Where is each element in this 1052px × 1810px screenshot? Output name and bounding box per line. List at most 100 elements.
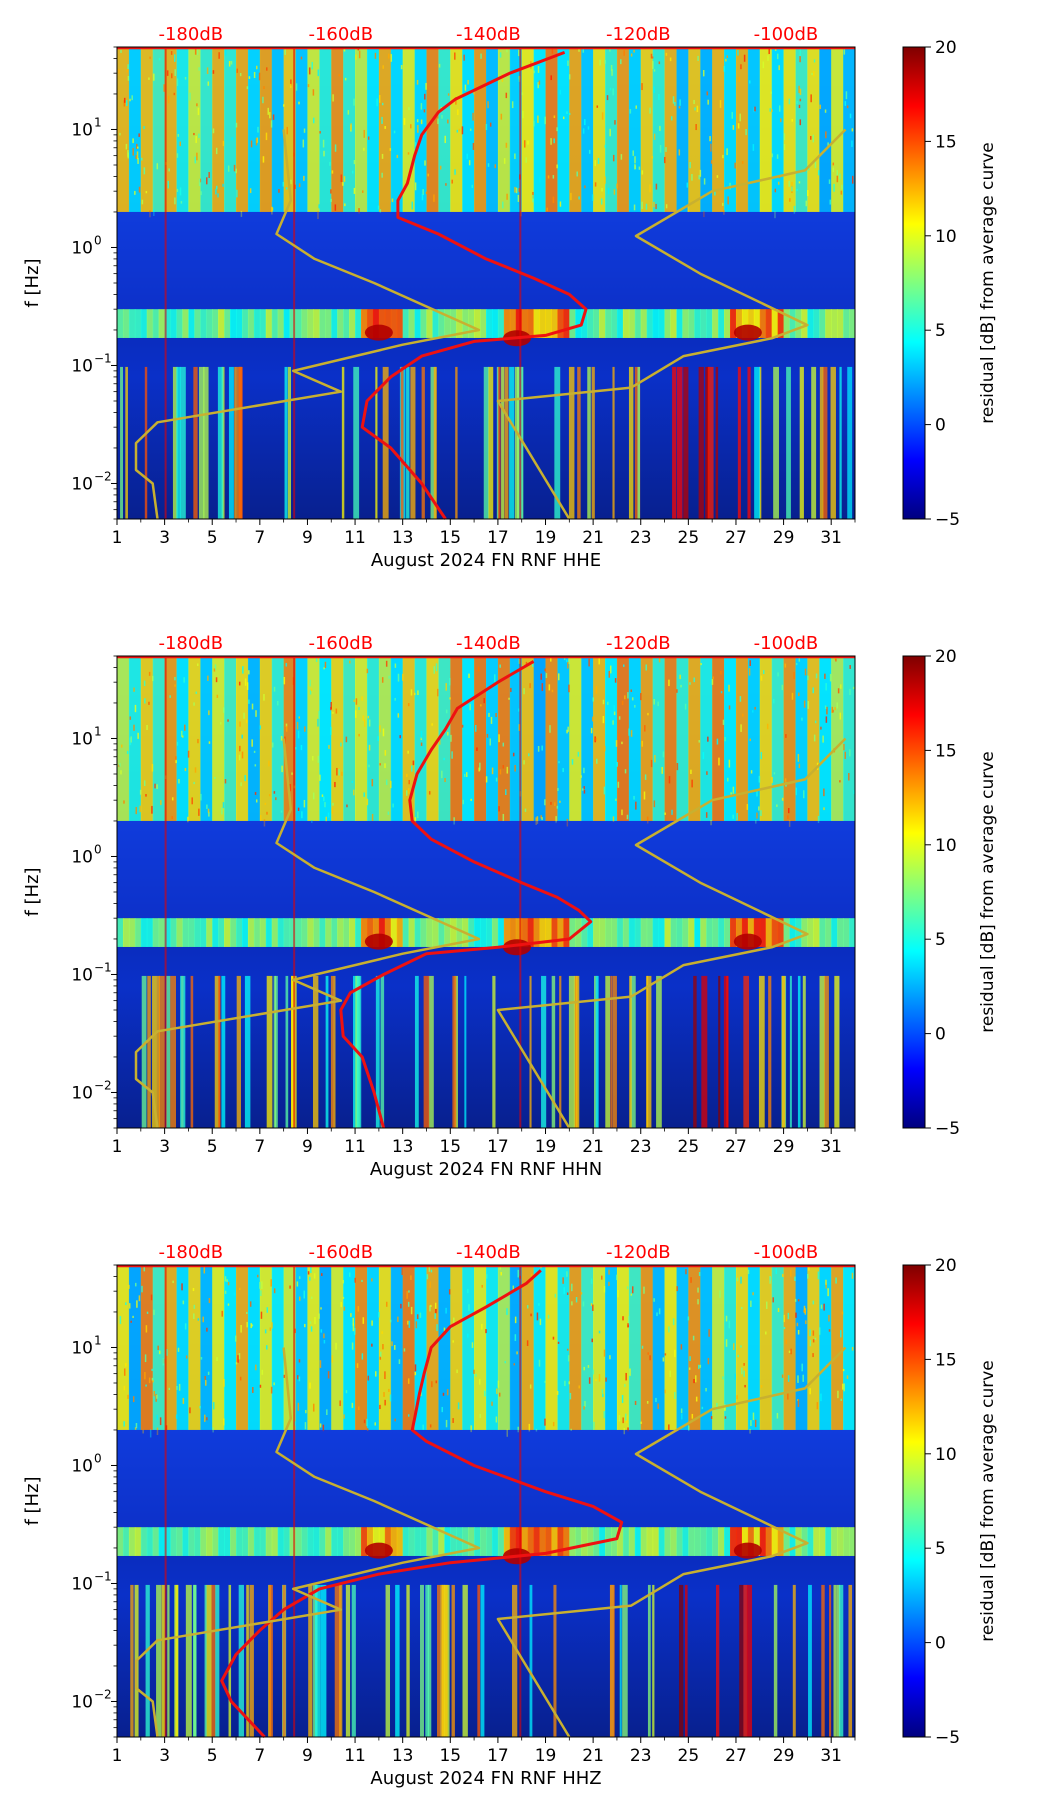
x-tick-label: 7: [254, 1137, 265, 1157]
x-tick-label: 5: [207, 1137, 218, 1157]
y-tick-label: 10: [71, 120, 93, 140]
x-tick-label: 31: [820, 1137, 842, 1157]
x-tick-label: 1: [112, 528, 123, 548]
high-noise-model-line: [496, 1346, 847, 1738]
x-tick-label: 31: [820, 1746, 842, 1766]
y-tick-exponent: 0: [94, 233, 102, 247]
y-tick-exponent: 1: [94, 724, 102, 738]
db-scale-label: -180dB: [158, 24, 223, 45]
low-noise-model-line: [134, 738, 481, 1129]
colorbar-tick-label: 5: [935, 930, 946, 950]
x-tick-label: 3: [159, 528, 170, 548]
db-scale-label: -100dB: [754, 633, 819, 654]
colorbar-label: residual [dB] from average curve: [978, 1360, 998, 1641]
x-tick-label: 7: [254, 1746, 265, 1766]
x-tick-label: 5: [207, 528, 218, 548]
y-tick-exponent: 0: [94, 1451, 102, 1465]
y-tick-label: 10: [71, 1338, 93, 1358]
db-scale-label: -180dB: [158, 633, 223, 654]
x-tick-label: 11: [344, 1746, 366, 1766]
db-scale-label: -160dB: [308, 633, 373, 654]
y-tick-exponent: −2: [94, 1687, 112, 1701]
x-tick-label: 9: [302, 1746, 313, 1766]
x-tick-label: 19: [535, 528, 557, 548]
colorbar-tick-label: 0: [935, 1634, 946, 1654]
x-tick-label: 13: [392, 1137, 414, 1157]
heatmap-image: [117, 656, 855, 1128]
db-scale-label: -160dB: [308, 24, 373, 45]
colorbar-tick-label: 0: [935, 1025, 946, 1045]
x-tick-label: 13: [392, 528, 414, 548]
db-scale-label: -100dB: [754, 24, 819, 45]
x-axis-label: August 2024 FN RNF HHE: [371, 550, 601, 571]
colorbar-tick-label: 10: [935, 1445, 957, 1465]
db-scale-label: -140dB: [456, 1242, 521, 1263]
x-tick-label: 15: [439, 1746, 461, 1766]
x-tick-label: 29: [773, 1746, 795, 1766]
x-tick-label: 23: [630, 1746, 652, 1766]
y-tick-label: 10: [71, 729, 93, 749]
colorbar-tick-label: 15: [935, 741, 957, 761]
y-tick-label: 10: [71, 474, 93, 494]
x-tick-label: 17: [487, 1746, 509, 1766]
x-tick-label: 5: [207, 1746, 218, 1766]
heatmap-image: [117, 47, 855, 519]
x-tick-label: 19: [535, 1137, 557, 1157]
colorbar-tick-label: 10: [935, 227, 957, 247]
x-tick-label: 3: [159, 1137, 170, 1157]
x-tick-label: 9: [302, 528, 313, 548]
colorbar: −5 0 5 10 15 20 residual [dB] from average cur…: [902, 647, 998, 1139]
y-tick-exponent: −2: [94, 469, 112, 483]
y-tick-label: 10: [71, 1456, 93, 1476]
colorbar-tick-label: 15: [935, 1350, 957, 1370]
low-noise-model-line: [134, 1347, 481, 1738]
x-tick-label: 15: [439, 1137, 461, 1157]
y-tick-exponent: −2: [94, 1078, 112, 1092]
colorbar-label: residual [dB] from average curve: [978, 142, 998, 423]
colorbar-tick-label: 15: [935, 132, 957, 152]
x-tick-label: 15: [439, 528, 461, 548]
colorbar-tick-label: −5: [935, 510, 960, 530]
colorbar-tick-label: −5: [935, 1728, 960, 1748]
x-tick-label: 17: [487, 1137, 509, 1157]
db-scale-label: -100dB: [754, 1242, 819, 1263]
x-tick-label: 21: [582, 528, 604, 548]
x-axis-label: August 2024 FN RNF HHN: [370, 1159, 602, 1180]
x-tick-label: 25: [678, 1137, 700, 1157]
x-tick-label: 17: [487, 528, 509, 548]
colorbar-tick-label: 20: [935, 647, 957, 667]
y-tick-label: 10: [71, 1574, 93, 1594]
x-tick-label: 13: [392, 1746, 414, 1766]
colorbar-tick-label: 0: [935, 416, 946, 436]
y-tick-exponent: 1: [94, 115, 102, 129]
x-tick-label: 23: [630, 1137, 652, 1157]
colorbar-tick-label: 5: [935, 1539, 946, 1559]
psd-curve-line: [360, 50, 588, 520]
x-tick-label: 31: [820, 528, 842, 548]
db-scale-label: -160dB: [308, 1242, 373, 1263]
db-scale-label: -140dB: [456, 633, 521, 654]
x-tick-label: 1: [112, 1137, 123, 1157]
x-tick-label: 11: [344, 1137, 366, 1157]
colorbar-tick-label: 10: [935, 836, 957, 856]
colorbar-tick-label: 5: [935, 321, 946, 341]
y-tick-label: 10: [71, 356, 93, 376]
db-scale-label: -140dB: [456, 24, 521, 45]
x-tick-label: 27: [725, 1746, 747, 1766]
colorbar-tick-label: 20: [935, 38, 957, 58]
colorbar-gradient: [902, 46, 926, 520]
y-axis-label: f [Hz]: [22, 1476, 43, 1525]
y-tick-label: 10: [71, 238, 93, 258]
x-tick-label: 21: [582, 1137, 604, 1157]
x-tick-label: 1: [112, 1746, 123, 1766]
x-tick-label: 3: [159, 1746, 170, 1766]
y-tick-exponent: −1: [94, 351, 112, 365]
y-tick-exponent: −1: [94, 1569, 112, 1583]
x-tick-label: 7: [254, 528, 265, 548]
x-tick-label: 29: [773, 1137, 795, 1157]
y-tick-label: 10: [71, 847, 93, 867]
